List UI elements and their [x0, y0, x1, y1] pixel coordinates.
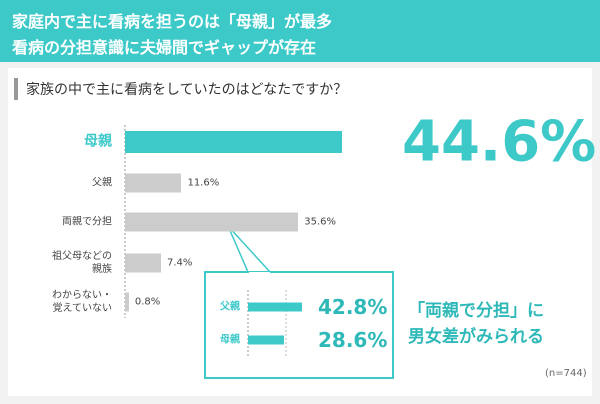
header-line: 看病の分担意識に夫婦間でギャップが存在: [12, 38, 317, 57]
header-line: 家庭内で主に看病を担うのは「母親」が最多: [12, 12, 333, 31]
value-label: 0.8%: [134, 296, 161, 308]
value-label: 7.4%: [167, 257, 193, 269]
bar: [125, 173, 182, 193]
bar: [248, 302, 302, 312]
bar: [248, 335, 285, 345]
value-label: 42.8%: [318, 295, 388, 319]
question: 家族の中で主に看病をしていたのはどなたですか？: [26, 82, 348, 98]
bar: [125, 253, 161, 273]
category-label: わからない・ 覚えていない: [52, 290, 112, 314]
value-label: 35.6%: [304, 216, 337, 228]
value-label: 28.6%: [318, 328, 388, 352]
callout: [227, 225, 272, 273]
category-label: 父親: [220, 301, 240, 313]
category-label: 母親: [84, 133, 112, 150]
note: (n=744): [545, 368, 587, 379]
accent: [14, 78, 18, 100]
bar: [125, 212, 299, 232]
bar: [125, 131, 343, 153]
value-label: 11.6%: [187, 177, 220, 189]
header: [0, 0, 600, 62]
category-label: 父親: [92, 177, 112, 189]
category-label: 母親: [220, 334, 240, 346]
bar: [125, 292, 129, 312]
category-label: 祖父母などの 親族: [52, 251, 112, 275]
inset-box: [204, 271, 394, 379]
annotation: 「両親で分担」に 男女差がみられる: [408, 301, 544, 347]
value-label: 44.6%: [402, 109, 597, 175]
category-label: 両親で分担: [62, 216, 112, 228]
